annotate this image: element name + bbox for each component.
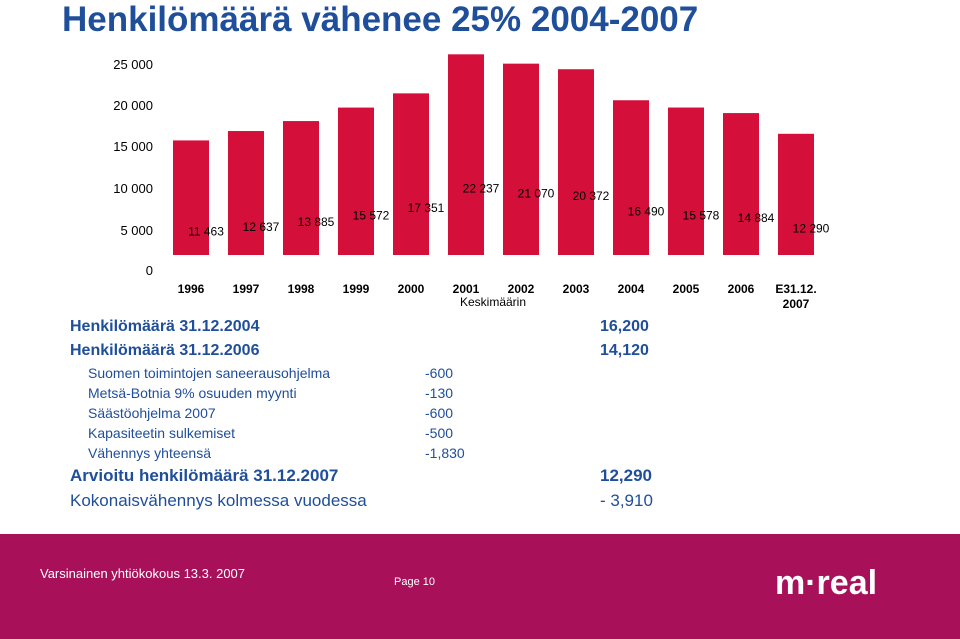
y-tick-label: 25 000 <box>113 57 153 72</box>
headcount-2006-value: 14,120 <box>600 342 649 359</box>
bar <box>668 107 704 256</box>
headcount-bar-chart: 0 5 000 10 000 15 000 20 000 25 000 11 463 12 … <box>113 54 830 311</box>
headcount-2006-label: Henkilömäärä 31.12.2006 <box>70 342 260 359</box>
y-axis: 0 5 000 10 000 15 000 20 000 25 000 <box>113 57 153 278</box>
bar <box>228 131 264 255</box>
total-reduction-value: - 3,910 <box>600 491 653 510</box>
bar-series: 11 463 12 637 13 885 15 572 17 351 22 237 21 0… <box>173 54 830 256</box>
bar <box>503 63 539 255</box>
y-tick-label: 0 <box>146 263 153 278</box>
estimate-value: 12,290 <box>600 466 652 485</box>
reduction-item-label: Suomen toimintojen saneerausohjelma <box>88 365 331 381</box>
x-tick-label: 1996 <box>178 282 205 296</box>
bar <box>338 107 374 256</box>
bar <box>173 140 209 255</box>
footer-bar: Varsinainen yhtiökokous 13.3. 2007 Page … <box>0 534 960 639</box>
x-tick-label: 2005 <box>673 282 700 296</box>
bar <box>778 133 814 255</box>
reduction-item-value: -600 <box>425 405 454 421</box>
x-tick-label: 2004 <box>618 282 645 296</box>
y-tick-label: 5 000 <box>120 223 153 238</box>
bar-value-label: 21 070 <box>518 186 555 200</box>
reduction-item-label: Kapasiteetin sulkemiset <box>88 425 236 441</box>
estimate-label: Arvioitu henkilömäärä 31.12.2007 <box>70 466 339 485</box>
bar <box>283 121 319 255</box>
bar <box>558 69 594 255</box>
bar-value-label: 12 637 <box>243 220 280 234</box>
page-number: Page 10 <box>394 576 435 588</box>
reduction-item-value: -130 <box>425 385 454 401</box>
x-tick-label: 1998 <box>288 282 315 296</box>
bar-value-label: 15 572 <box>353 208 390 222</box>
bar-value-label: 13 885 <box>298 215 335 229</box>
x-axis-note: Keskimäärin <box>460 295 526 309</box>
x-tick-label: 1999 <box>343 282 370 296</box>
headcount-2004-label: Henkilömäärä 31.12.2004 <box>70 318 260 335</box>
bar <box>393 93 429 255</box>
bar-value-label: 17 351 <box>408 201 445 215</box>
x-tick-label: 1997 <box>233 282 260 296</box>
bar-value-label: 16 490 <box>628 205 665 219</box>
y-tick-label: 20 000 <box>113 98 153 113</box>
slide-title: Henkilömäärä vähenee 25% 2004-2007 <box>62 0 699 39</box>
bar-value-label: 22 237 <box>463 182 500 196</box>
headcount-2004-value: 16,200 <box>600 318 649 335</box>
x-tick-label: 2003 <box>563 282 590 296</box>
bar-value-label: 14 884 <box>738 211 775 225</box>
bar-value-label: 20 372 <box>573 189 610 203</box>
bar <box>448 54 484 255</box>
x-tick-label: 2002 <box>508 282 535 296</box>
bar-value-label: 12 290 <box>793 221 830 235</box>
x-tick-label: E31.12. <box>775 282 816 296</box>
x-tick-label-line2: 2007 <box>783 297 810 311</box>
meeting-caption: Varsinainen yhtiökokous 13.3. 2007 <box>40 566 246 581</box>
mreal-logo: m·real <box>775 564 877 602</box>
bar <box>613 100 649 255</box>
reduction-item-value: -500 <box>425 425 454 441</box>
total-reduction-label: Kokonaisvähennys kolmessa vuodessa <box>70 491 367 510</box>
reduction-total-value: -1,830 <box>425 445 465 461</box>
logo-text: m·real <box>775 564 877 602</box>
bar-value-label: 11 463 <box>188 225 224 239</box>
x-tick-label: 2000 <box>398 282 425 296</box>
x-axis: 1996 1997 1998 1999 2000 2001 2002 2003 2004 2005… <box>178 282 817 311</box>
y-tick-label: 15 000 <box>113 139 153 154</box>
reduction-item-value: -600 <box>425 365 454 381</box>
reduction-item-label: Metsä-Botnia 9% osuuden myynti <box>88 385 297 401</box>
bar <box>723 113 759 255</box>
x-tick-label: 2001 <box>453 282 480 296</box>
reduction-item-label: Säästöohjelma 2007 <box>88 405 216 421</box>
y-tick-label: 10 000 <box>113 181 153 196</box>
reduction-total-label: Vähennys yhteensä <box>88 445 211 461</box>
x-tick-label: 2006 <box>728 282 755 296</box>
bar-value-label: 15 578 <box>683 208 720 222</box>
